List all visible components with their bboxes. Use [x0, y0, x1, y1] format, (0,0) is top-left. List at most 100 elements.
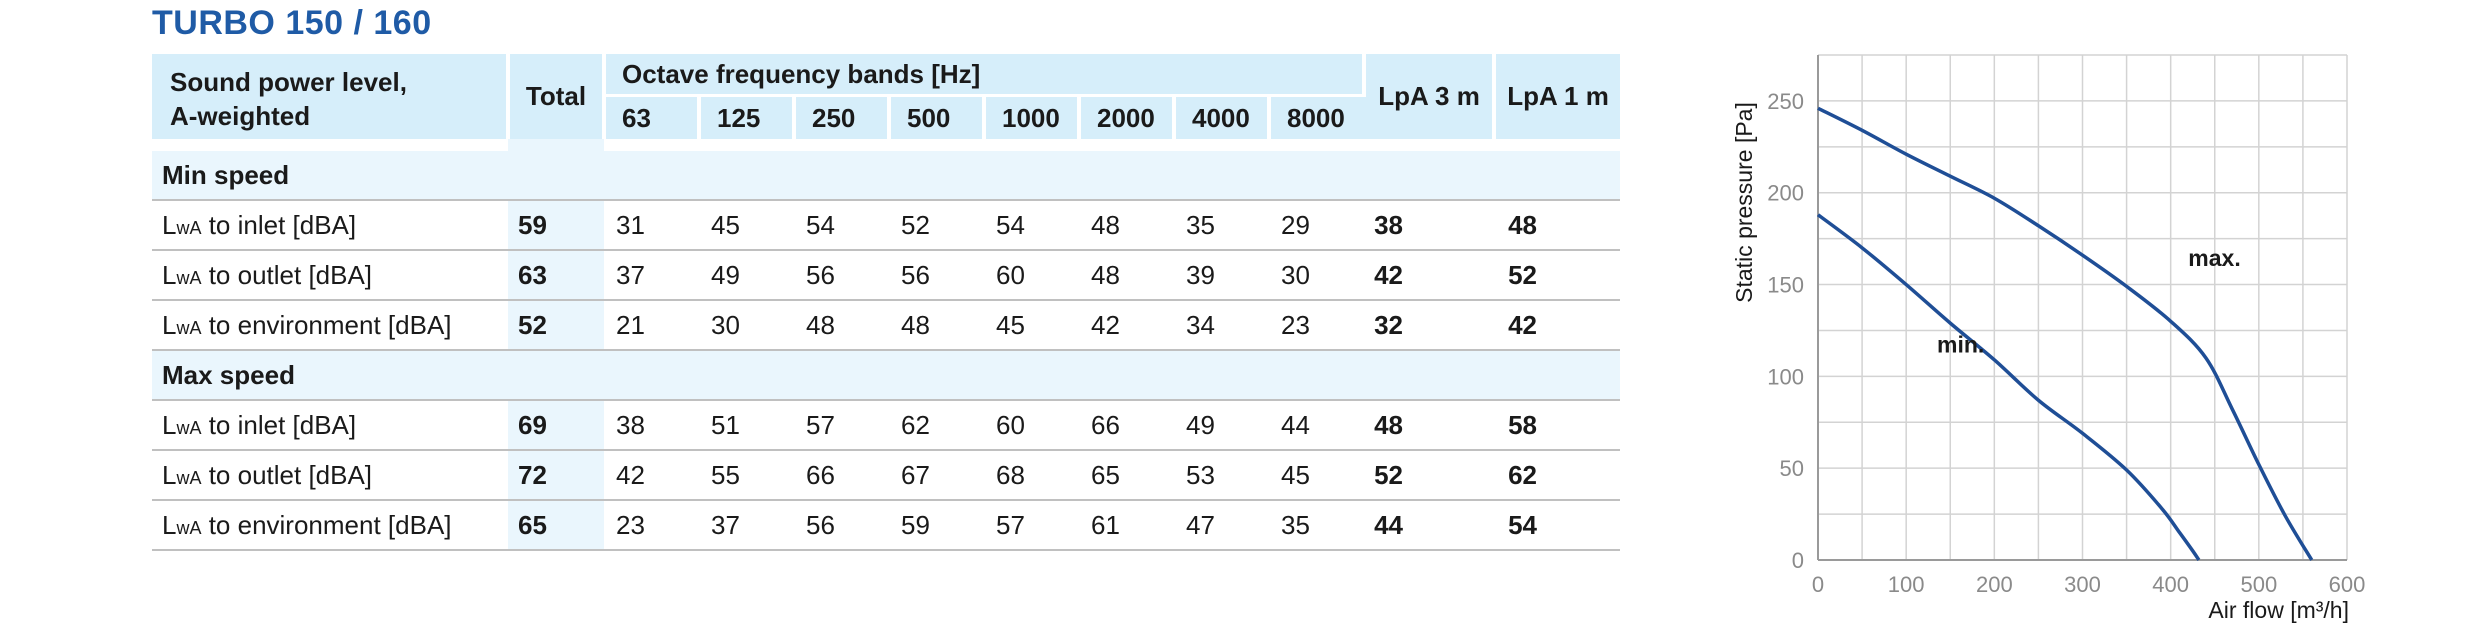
curve-annotation: max. — [2188, 245, 2240, 271]
cell-band-63: 23 — [604, 500, 699, 551]
row-label-subscript: wA — [176, 267, 202, 288]
row-label-symbol: L — [162, 259, 177, 290]
x-tick-label: 100 — [1888, 572, 1925, 597]
cell-band-250: 57 — [794, 400, 889, 451]
header-band-1000: 1000 — [984, 94, 1081, 139]
y-tick-label: 0 — [1792, 548, 1804, 573]
series-line-min — [1816, 213, 2201, 561]
cell-band-4000: 53 — [1174, 450, 1269, 501]
cell-band-8000: 35 — [1269, 500, 1365, 551]
y-tick-label: 50 — [1780, 456, 1804, 481]
header-sound-power-level: Sound power level, A-weighted — [152, 54, 510, 139]
section-row: Max speed — [152, 350, 1621, 401]
row-label-symbol: L — [162, 309, 177, 340]
section-row: Min speed — [152, 151, 1621, 201]
cell-band-2000: 48 — [1079, 200, 1174, 251]
row-label: LwA to outlet [dBA] — [152, 450, 508, 501]
cell-band-250: 66 — [794, 450, 889, 501]
cell-band-8000: 29 — [1269, 200, 1365, 251]
y-tick-label: 200 — [1767, 181, 1804, 206]
cell-band-63: 37 — [604, 250, 699, 301]
x-tick-label: 400 — [2152, 572, 2189, 597]
header-band-125: 125 — [699, 94, 796, 139]
cell-total: 59 — [508, 200, 604, 251]
cell-lpa-1m: 54 — [1494, 500, 1621, 551]
header-lpa-1m: LpA 1 m — [1494, 54, 1621, 139]
cell-band-125: 45 — [699, 200, 794, 251]
series-line-max — [1817, 106, 2314, 561]
x-tick-label: 0 — [1812, 572, 1824, 597]
cell-lpa-3m: 44 — [1364, 500, 1495, 551]
row-label-subscript: wA — [176, 467, 202, 488]
row-label: LwA to environment [dBA] — [152, 500, 508, 551]
header-label-line2: A-weighted — [170, 100, 311, 131]
cell-band-8000: 23 — [1269, 300, 1365, 351]
cell-total: 63 — [508, 250, 604, 301]
cell-band-125: 55 — [699, 450, 794, 501]
cell-lpa-3m: 32 — [1364, 300, 1495, 351]
row-label-subscript: wA — [176, 317, 202, 338]
section-title: Min speed — [152, 151, 1621, 201]
cell-band-4000: 49 — [1174, 400, 1269, 451]
row-label-text: to environment [dBA] — [201, 309, 452, 340]
table-row: LwA to inlet [dBA] 69 38 51 57 62 60 66 49 44 48 58 — [152, 400, 1621, 451]
header-band-500: 500 — [889, 94, 986, 139]
row-label-symbol: L — [162, 509, 177, 540]
cell-band-125: 37 — [699, 500, 794, 551]
cell-band-63: 38 — [604, 400, 699, 451]
cell-band-125: 49 — [699, 250, 794, 301]
cell-band-125: 51 — [699, 400, 794, 451]
x-tick-label: 600 — [2329, 572, 2366, 597]
row-label-text: to outlet [dBA] — [201, 259, 373, 290]
cell-band-4000: 34 — [1174, 300, 1269, 351]
cell-band-1000: 68 — [984, 450, 1079, 501]
cell-band-2000: 61 — [1079, 500, 1174, 551]
cell-band-1000: 45 — [984, 300, 1079, 351]
row-label: LwA to inlet [dBA] — [152, 200, 508, 251]
row-label-text: to environment [dBA] — [201, 509, 452, 540]
x-tick-label: 500 — [2240, 572, 2277, 597]
cell-band-250: 56 — [794, 500, 889, 551]
cell-band-500: 67 — [889, 450, 984, 501]
row-label-text: to inlet [dBA] — [201, 209, 357, 240]
header-band-63: 63 — [604, 94, 701, 139]
cell-band-2000: 42 — [1079, 300, 1174, 351]
cell-total: 69 — [508, 400, 604, 451]
row-label-symbol: L — [162, 459, 177, 490]
x-axis-title: Air flow [m³/h] — [2208, 597, 2349, 623]
sound-power-table: Sound power level, A-weighted Total Octa… — [152, 54, 1621, 551]
section-title: Max speed — [152, 350, 1621, 401]
header-total: Total — [508, 54, 606, 139]
row-label-symbol: L — [162, 409, 177, 440]
table-row: LwA to environment [dBA] 65 23 37 56 59 57 61 47… — [152, 500, 1621, 551]
row-label-symbol: L — [162, 209, 177, 240]
header-band-250: 250 — [794, 94, 891, 139]
cell-band-8000: 45 — [1269, 450, 1365, 501]
cell-band-4000: 35 — [1174, 200, 1269, 251]
cell-band-250: 48 — [794, 300, 889, 351]
y-tick-label: 250 — [1767, 89, 1804, 114]
cell-band-125: 30 — [699, 300, 794, 351]
cell-total: 72 — [508, 450, 604, 501]
row-label: LwA to outlet [dBA] — [152, 250, 508, 301]
table-row: LwA to outlet [dBA] 63 37 49 56 56 60 48 39 30 42 5… — [152, 250, 1621, 301]
cell-band-250: 54 — [794, 200, 889, 251]
header-lpa-3m: LpA 3 m — [1364, 54, 1497, 139]
cell-lpa-3m: 48 — [1364, 400, 1495, 451]
cell-band-1000: 57 — [984, 500, 1079, 551]
cell-band-500: 62 — [889, 400, 984, 451]
cell-band-63: 42 — [604, 450, 699, 501]
x-tick-label: 200 — [1976, 572, 2013, 597]
row-label-subscript: wA — [176, 417, 202, 438]
y-axis-title: Static pressure [Pa] — [1731, 102, 1757, 303]
cell-band-4000: 39 — [1174, 250, 1269, 301]
row-label-text: to outlet [dBA] — [201, 459, 373, 490]
header-label-line1: Sound power level, — [170, 66, 407, 97]
row-label-text: to inlet [dBA] — [201, 409, 357, 440]
cell-band-1000: 60 — [984, 250, 1079, 301]
row-label: LwA to environment [dBA] — [152, 300, 508, 351]
header-band-2000: 2000 — [1079, 94, 1176, 139]
cell-band-1000: 60 — [984, 400, 1079, 451]
curve-annotation: min. — [1937, 331, 1984, 357]
page-title: TURBO 150 / 160 — [152, 4, 432, 42]
